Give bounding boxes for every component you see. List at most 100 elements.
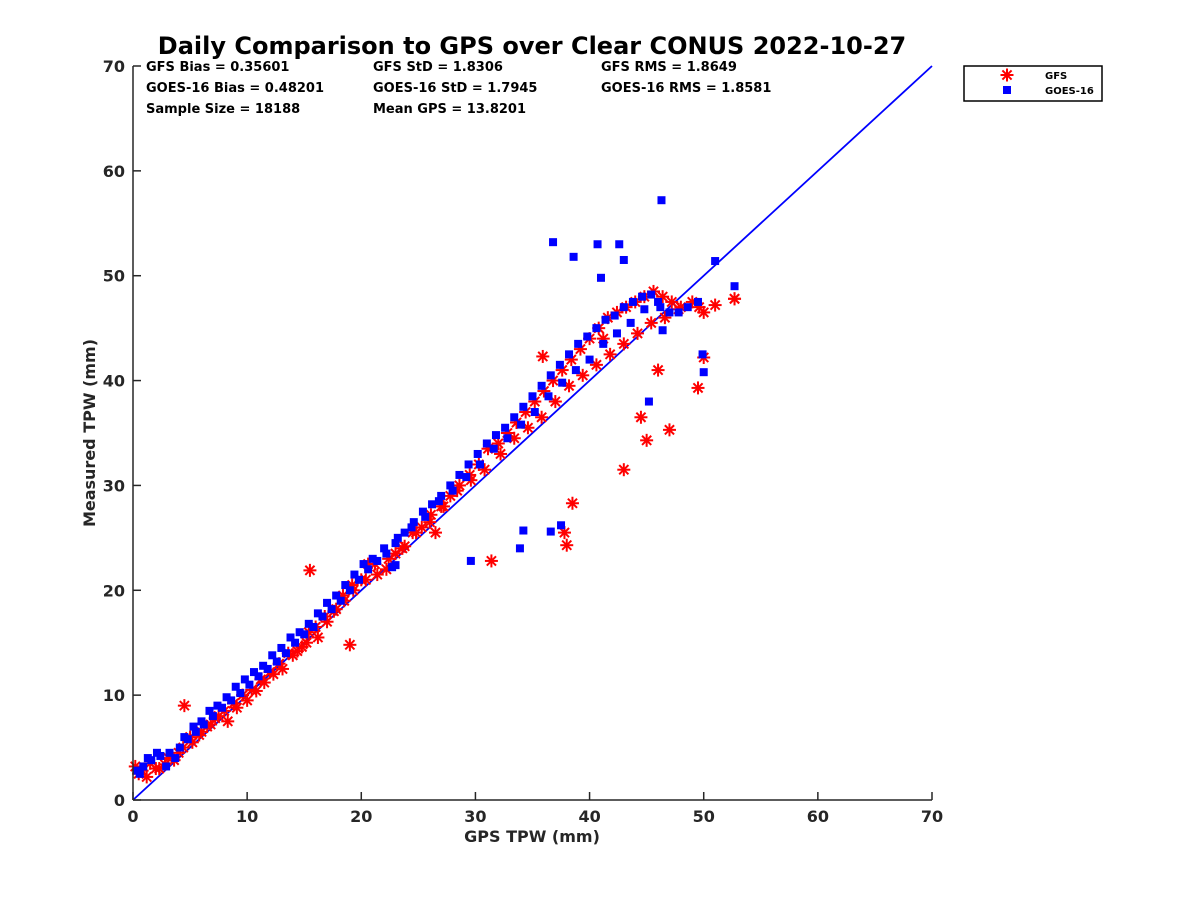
goes-16-point [658,326,667,335]
goes-16-point [309,622,318,631]
goes-16-point [555,360,564,369]
goes-16-point [674,308,683,317]
goes-16-point [647,290,656,299]
goes-16-point [281,649,290,658]
goes-16-point [657,196,666,205]
goes-16-point [569,252,578,261]
goes-16-point [519,526,528,535]
goes-16-point [446,481,455,490]
reference-line-layer [132,65,933,801]
gfs-point [557,526,571,540]
goes-16-point [263,664,272,673]
goes-16-point [489,444,498,453]
gfs-point [644,316,658,330]
goes-16-point [277,643,286,652]
goes-16-point [286,633,295,642]
goes-16-point [393,533,402,542]
gfs-std-stat: GFS StD = 1.8306 [373,60,503,75]
goes-16-point [222,693,231,702]
gfs-point [640,433,654,447]
goes-16-point [421,512,430,521]
goes-16-point [571,366,580,375]
goes-16-point [528,392,537,401]
goes-16-point [218,703,227,712]
gfs-bias-stat: GFS Bias = 0.35601 [146,60,289,75]
goes-16-point [619,303,628,312]
gfs-point [395,541,409,555]
goes-16-point [665,308,674,317]
chart-title: Daily Comparison to GPS over Clear CONUS… [158,32,906,60]
legend-box [963,65,1103,102]
gfs-point [311,630,325,644]
goes-16-point [143,754,152,763]
gfs-point [617,463,631,477]
goes-16-point [272,657,281,666]
gfs-point [708,298,722,312]
goes-16-point [448,486,457,495]
goes-16-point [475,460,484,469]
goes-16-point [482,439,491,448]
goes-16-point [638,292,647,301]
y-tick-label: 70 [103,57,125,76]
gfs-point [651,363,665,377]
stats-block: GFS Bias = 0.35601 GFS StD = 1.8306 GFS … [146,60,771,117]
goes-16-point [240,675,249,684]
goes-16-point [208,712,217,721]
gfs-point [617,337,631,351]
goes-16-point [180,733,189,742]
gfs-point [691,381,705,395]
goes-16-point [466,556,475,565]
goes-16-point [544,392,553,401]
goes-16-point [694,297,703,306]
goes-16-point [254,672,263,681]
x-tick-label: 60 [807,807,829,826]
goes-16-point [341,581,350,590]
goes-16-point [304,619,313,628]
x-tick-label: 20 [350,807,372,826]
goes-16-point [656,303,665,312]
gfs-point [662,423,676,437]
x-axis-label: GPS TPW (mm) [464,827,600,846]
goes-16-point [583,332,592,341]
goes-16-point [546,527,555,536]
goes-16-point [610,311,619,320]
goes-16-point [368,554,377,563]
goes-16-point [462,473,471,482]
gfs-point [603,347,617,361]
goes-16-point [295,628,304,637]
gfs-point [436,499,450,513]
goes-16-point [332,591,341,600]
y-tick-label: 20 [103,581,125,600]
goes-16-point [165,748,174,757]
gfs-point [484,554,498,568]
goes-16-point [175,743,184,752]
gfs-point [299,636,313,650]
goes-16-point [699,368,708,377]
gfs-point [634,410,648,424]
goes-16-point [231,682,240,691]
goes-16-point [213,701,222,710]
goes-16-point [327,605,336,614]
goes-16-point [364,565,373,574]
gfs-point [631,326,645,340]
goes-16-point [391,539,400,548]
goes-16-point [236,689,245,698]
gfs-rms-stat: GFS RMS = 1.8649 [601,60,737,75]
mean-gps-stat: Mean GPS = 13.8201 [373,102,526,117]
goes-rms-stat: GOES-16 RMS = 1.8581 [601,81,771,96]
goes-16-point [300,630,309,639]
goes-16-point [388,563,397,572]
goes-16-point [373,556,382,565]
goes-16-point [619,255,628,264]
y-tick-label: 40 [103,372,125,391]
sample-size-stat: Sample Size = 18188 [146,102,300,117]
goes-16-point [245,680,254,689]
legend-goes-16-label: GOES-16 [1045,86,1094,97]
gfs-point [149,762,163,776]
legend-gfs-marker [1000,68,1014,82]
goes-16-point [501,423,510,432]
gfs-point [370,568,384,582]
goes-16-point [464,460,473,469]
goes-16-point [382,549,391,558]
goes-16-point [197,717,206,726]
